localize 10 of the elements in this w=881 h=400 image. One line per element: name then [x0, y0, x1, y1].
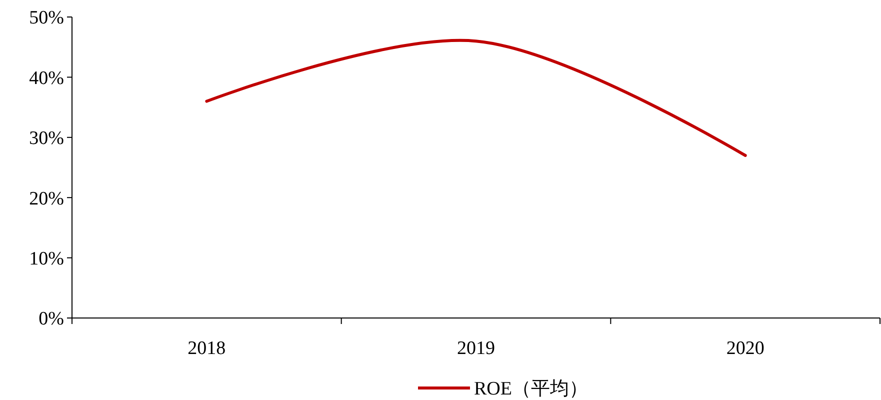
x-tick-label: 2018 [188, 338, 226, 359]
y-tick-label: 30% [29, 128, 64, 150]
y-tick-label: 10% [29, 248, 64, 270]
x-tick-label: 2020 [726, 338, 764, 359]
y-tick-label: 40% [29, 68, 64, 89]
y-tick-label: 50% [29, 8, 64, 29]
legend-label: ROE（平均） [474, 378, 588, 400]
x-tick-label: 2019 [457, 338, 495, 359]
y-tick-label: 0% [38, 308, 64, 330]
y-tick-label: 20% [29, 188, 64, 210]
